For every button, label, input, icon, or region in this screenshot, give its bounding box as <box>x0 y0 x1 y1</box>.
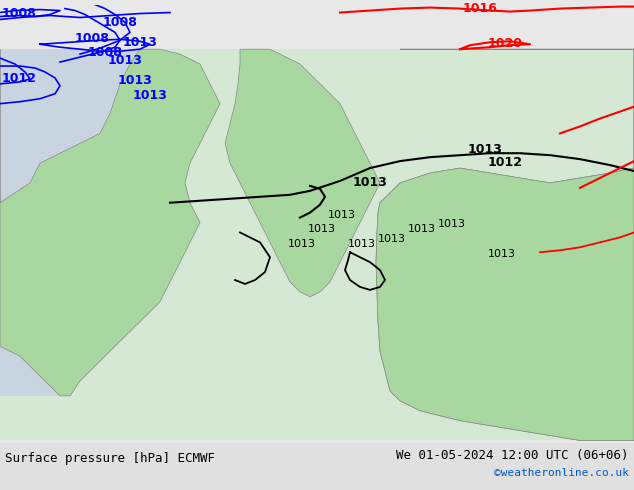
Polygon shape <box>225 49 380 297</box>
Text: 1012: 1012 <box>488 156 523 169</box>
Text: 1020: 1020 <box>488 37 523 50</box>
Text: 1008: 1008 <box>88 46 123 59</box>
Text: We 01-05-2024 12:00 UTC (06+06): We 01-05-2024 12:00 UTC (06+06) <box>396 449 629 462</box>
Text: 1013: 1013 <box>348 239 376 249</box>
Text: ©weatheronline.co.uk: ©weatheronline.co.uk <box>494 468 629 478</box>
Text: 1013: 1013 <box>328 210 356 220</box>
Text: 1008: 1008 <box>103 16 138 29</box>
Text: Surface pressure [hPa] ECMWF: Surface pressure [hPa] ECMWF <box>5 452 215 465</box>
Text: 1013: 1013 <box>378 234 406 245</box>
Text: 1013: 1013 <box>308 224 336 234</box>
Text: 1013: 1013 <box>438 220 466 229</box>
Text: 1013: 1013 <box>353 176 388 189</box>
Polygon shape <box>376 49 634 441</box>
Text: 1013: 1013 <box>118 74 153 87</box>
Text: 1013: 1013 <box>108 54 143 67</box>
Text: 1013: 1013 <box>468 143 503 156</box>
Text: 1013: 1013 <box>133 89 168 102</box>
Text: 1013: 1013 <box>288 239 316 249</box>
Polygon shape <box>0 49 220 396</box>
FancyBboxPatch shape <box>0 443 634 490</box>
Text: 1012: 1012 <box>2 72 37 85</box>
Text: 1008: 1008 <box>2 7 37 21</box>
Text: 1013: 1013 <box>123 36 158 49</box>
Text: 1008: 1008 <box>75 32 110 45</box>
Text: 1013: 1013 <box>488 249 516 259</box>
Polygon shape <box>0 49 220 396</box>
FancyBboxPatch shape <box>0 49 634 441</box>
Text: 1013: 1013 <box>408 224 436 234</box>
Text: 1016: 1016 <box>463 1 498 15</box>
Polygon shape <box>376 168 634 441</box>
